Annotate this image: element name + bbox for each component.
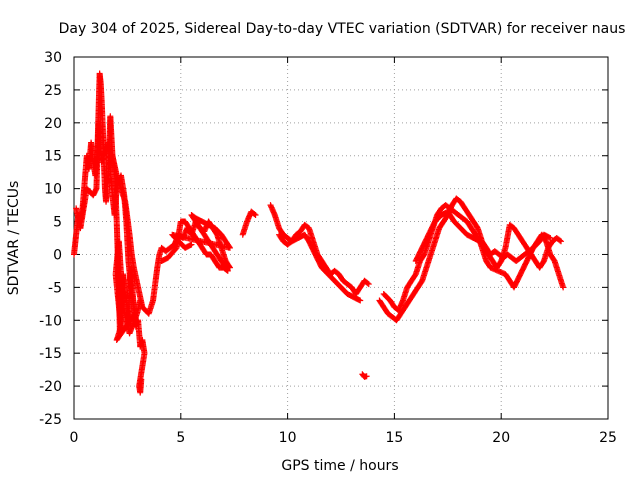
y-axis-label: SDTVAR / TECUs bbox=[6, 181, 22, 296]
y-tick-label: 10 bbox=[44, 182, 62, 198]
y-tick-label: 20 bbox=[44, 116, 62, 132]
y-tick-label: -5 bbox=[48, 280, 62, 296]
y-tick-label: -10 bbox=[39, 313, 62, 329]
x-tick-label: 20 bbox=[492, 430, 510, 446]
data-point bbox=[547, 235, 554, 241]
data-point bbox=[252, 211, 259, 218]
y-tick-label: 0 bbox=[53, 247, 62, 263]
x-tick-label: 5 bbox=[176, 430, 185, 446]
data-point bbox=[363, 373, 370, 380]
y-tick-label: -20 bbox=[39, 379, 62, 395]
x-tick-label: 15 bbox=[385, 430, 403, 446]
x-tick-label: 0 bbox=[70, 430, 79, 446]
axis-ticks bbox=[73, 56, 609, 420]
data-point bbox=[556, 237, 563, 244]
data-point bbox=[364, 280, 371, 287]
y-tick-labels: -25 -20 -15 -10 -5 0 5 10 15 20 25 30 bbox=[39, 50, 62, 428]
y-tick-label: 15 bbox=[44, 149, 62, 165]
x-tick-label: 10 bbox=[279, 430, 297, 446]
data-point bbox=[365, 281, 372, 288]
y-tick-label: 5 bbox=[53, 215, 62, 231]
y-tick-label: 30 bbox=[44, 50, 62, 66]
grid bbox=[73, 56, 609, 420]
data-point bbox=[188, 241, 195, 248]
data-points bbox=[71, 70, 567, 396]
x-tick-labels: 0 5 10 15 20 25 bbox=[70, 430, 617, 446]
x-tick-label: 25 bbox=[599, 430, 617, 446]
data-point bbox=[558, 238, 565, 245]
chart-title: Day 304 of 2025, Sidereal Day-to-day VTE… bbox=[59, 21, 626, 37]
plot-frame bbox=[73, 56, 609, 420]
data-point bbox=[138, 376, 145, 383]
y-tick-label: -15 bbox=[39, 346, 62, 362]
data-point bbox=[357, 297, 364, 304]
x-axis-label: GPS time / hours bbox=[281, 458, 398, 474]
data-point bbox=[560, 284, 567, 291]
y-tick-label: -25 bbox=[39, 412, 62, 428]
data-point bbox=[251, 211, 258, 218]
y-tick-label: 25 bbox=[44, 83, 62, 99]
